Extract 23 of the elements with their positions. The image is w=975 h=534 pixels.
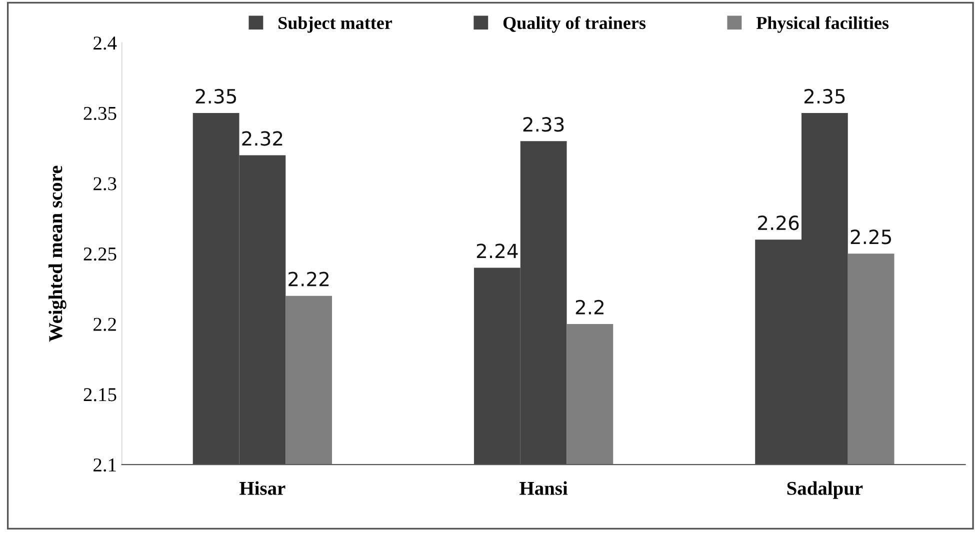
y-tick-label: 2.3 (94, 177, 116, 190)
y-tick-label: 2.15 (84, 388, 116, 402)
y-tick-label: 2.1 (94, 458, 116, 472)
data-label: 2.22 (288, 272, 329, 286)
y-tick-label: 2.4 (94, 36, 117, 50)
data-label: 2.24 (476, 244, 518, 258)
data-label: 2.26 (758, 215, 799, 230)
y-tick-label: 2.35 (84, 106, 116, 120)
legend-label: Quality of trainers (503, 16, 646, 33)
data-label: 2.33 (523, 117, 564, 132)
data-label: 2.35 (804, 88, 845, 104)
data-label: 2.32 (242, 131, 282, 146)
x-tick-label: Hansi (520, 481, 568, 495)
legend-label: Physical facilities (756, 16, 889, 33)
x-tick-label: Hisar (240, 481, 286, 495)
y-tick-label: 2.25 (84, 248, 116, 261)
y-tick-label: 2.2 (94, 318, 116, 331)
legend-label: Subject matter (278, 16, 392, 33)
data-label: 2.25 (850, 230, 892, 244)
data-label: 2.35 (196, 88, 236, 104)
x-tick-label: Sadalpur (787, 481, 863, 499)
y-axis-title: Weighted mean score (48, 166, 66, 342)
data-label: 2.2 (576, 300, 604, 314)
